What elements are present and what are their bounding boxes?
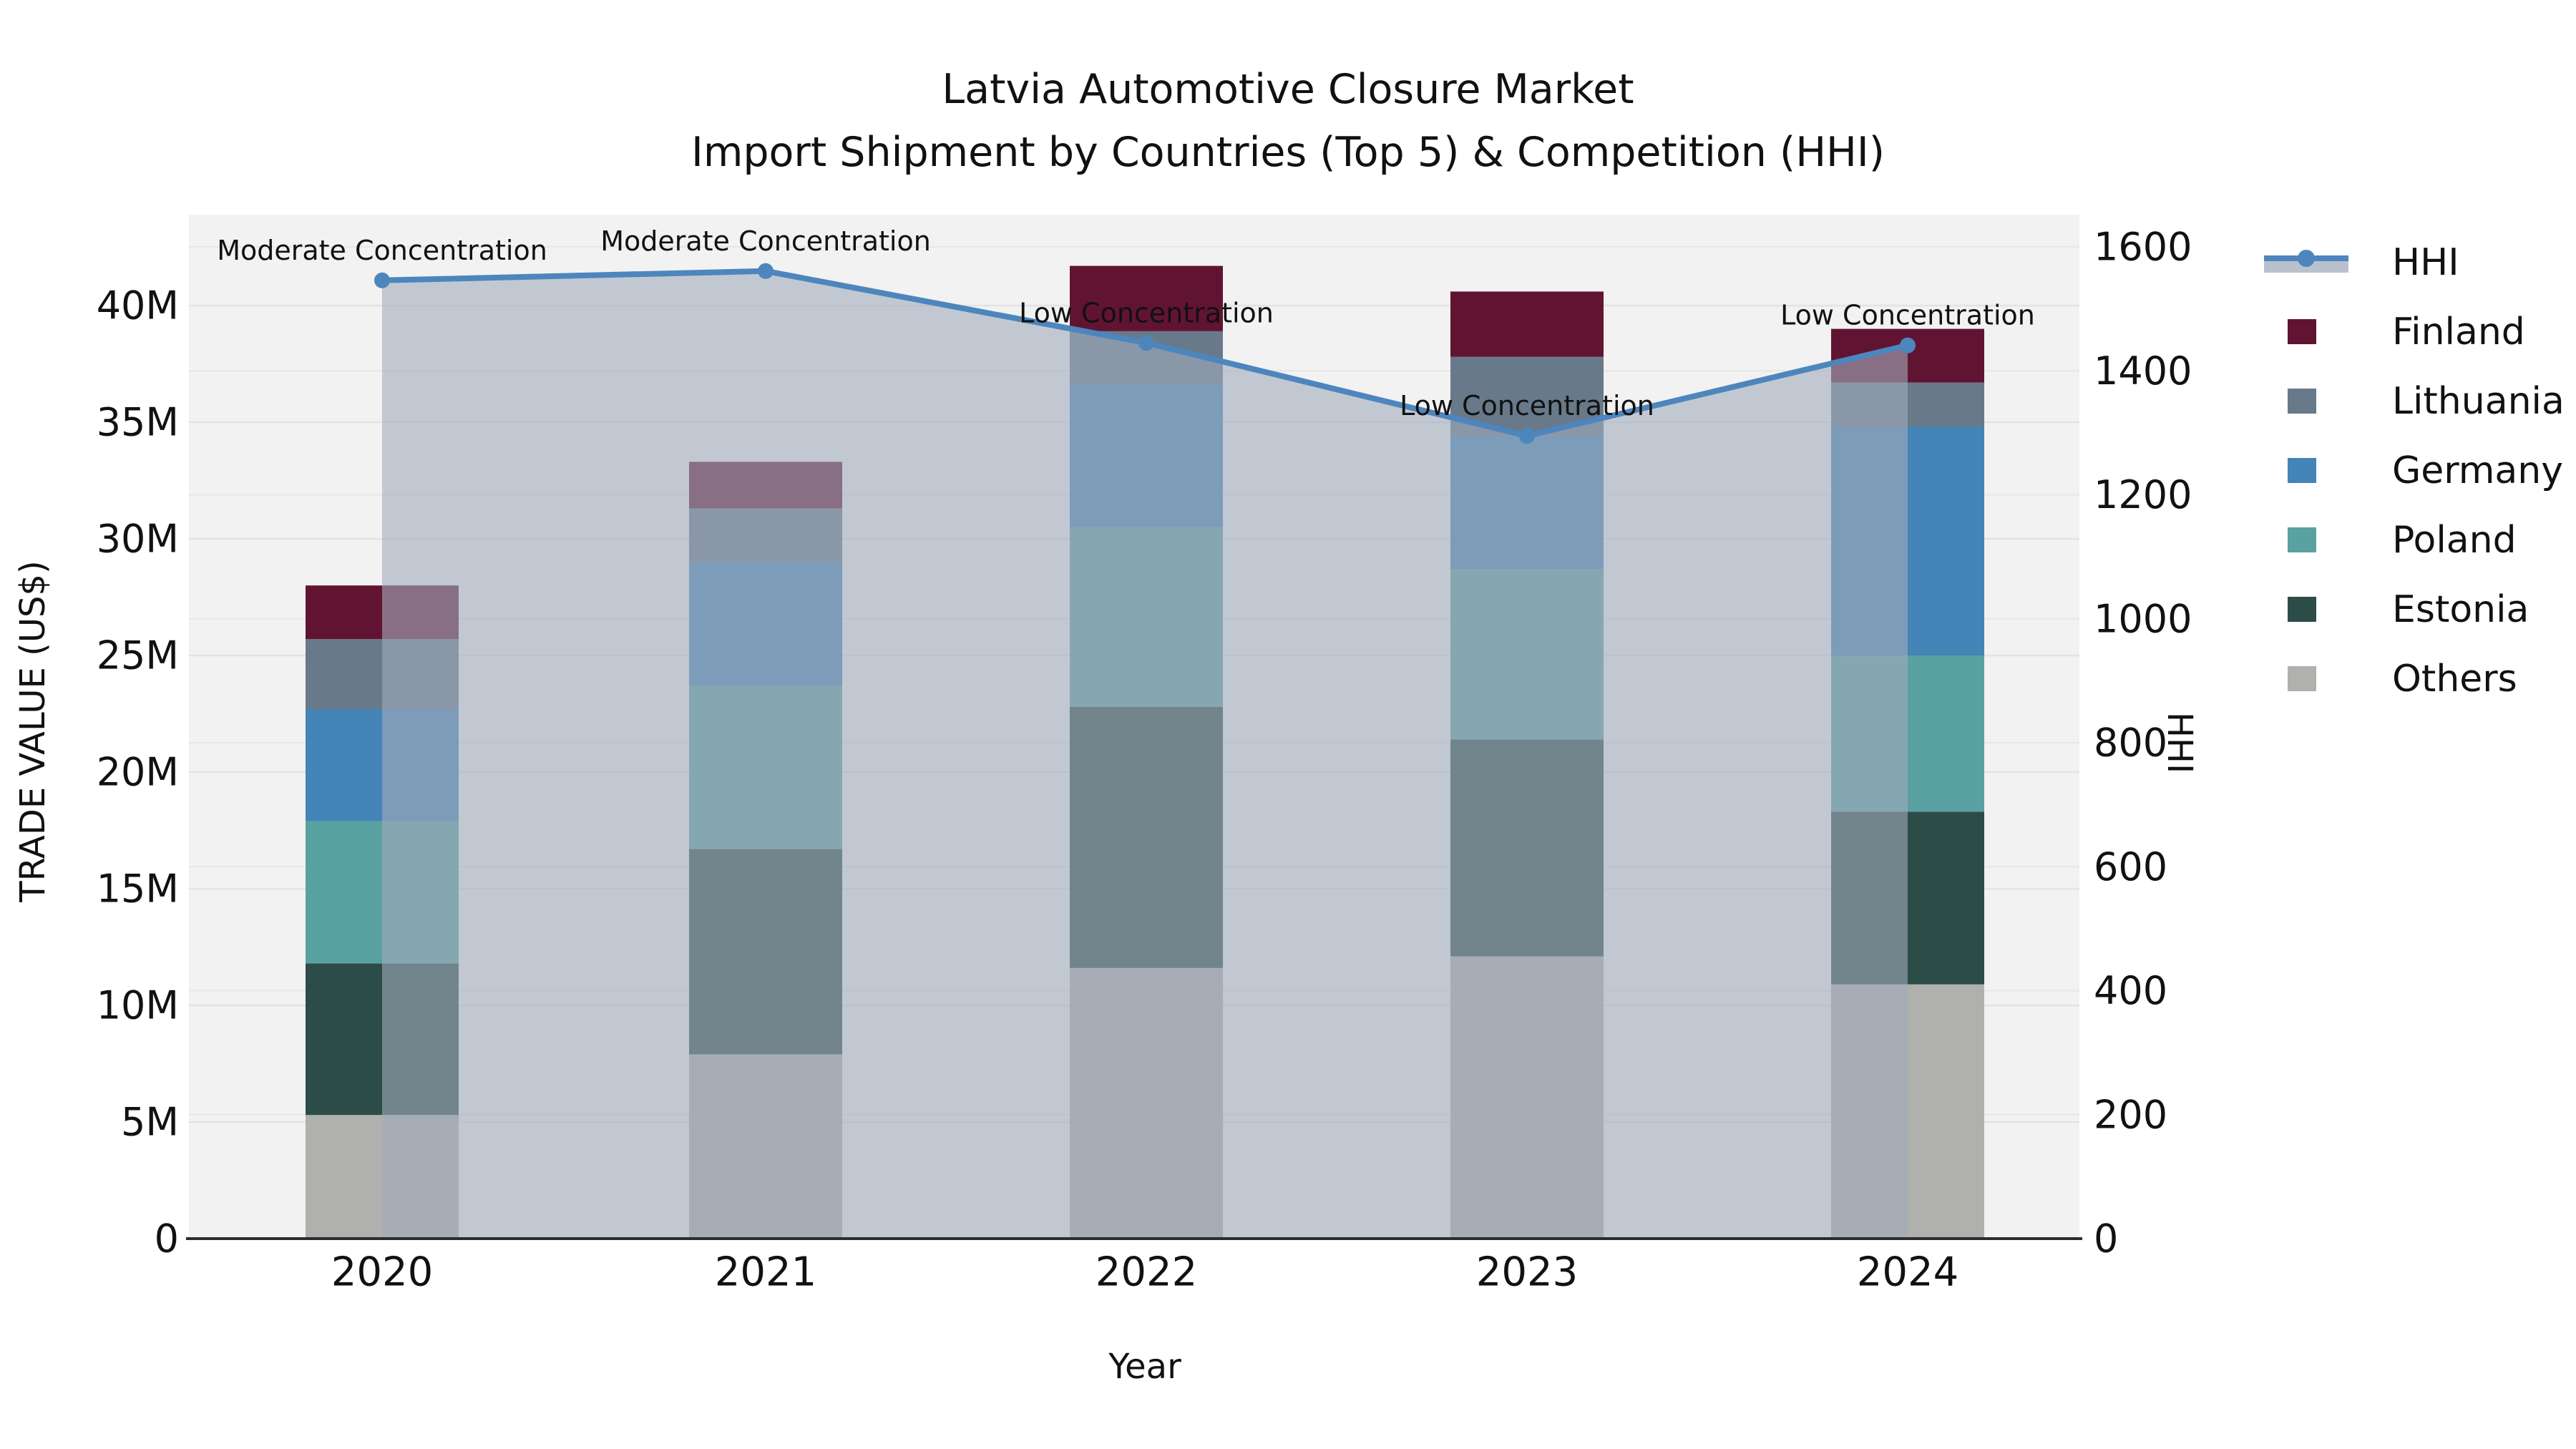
legend-item-germany: Germany <box>2261 436 2565 505</box>
y-right-tick-0: 0 <box>2094 1216 2118 1262</box>
legend-swatch-finland <box>2288 319 2316 344</box>
annotation-2023: Low Concentration <box>1400 390 1654 421</box>
annotation-2020: Moderate Concentration <box>217 235 547 266</box>
y-right-tick-7: 1400 <box>2094 348 2192 394</box>
x-axis-title: Year <box>1108 1347 1181 1387</box>
legend-handle-lithuania <box>2261 389 2354 414</box>
y-right-tick-1: 200 <box>2094 1092 2167 1137</box>
y-right-axis-title: HHI <box>2160 712 2200 774</box>
y-right-tick-2: 400 <box>2094 968 2167 1013</box>
hhi-marker-2024 <box>1900 337 1916 353</box>
legend-handle-estonia <box>2261 597 2354 622</box>
legend-handle-finland <box>2261 319 2354 344</box>
y-left-tick-1: 5M <box>121 1100 179 1145</box>
x-tick-2021: 2021 <box>715 1249 817 1296</box>
annotation-2022: Low Concentration <box>1019 297 1274 328</box>
annotation-2024: Low Concentration <box>1780 300 2035 331</box>
x-tick-2024: 2024 <box>1857 1249 1959 1296</box>
legend-label: Others <box>2392 657 2517 701</box>
legend-item-hhi: HHI <box>2261 228 2565 297</box>
hhi-area-fill <box>382 270 1908 1239</box>
legend-swatch-poland <box>2288 527 2316 552</box>
legend-label: Germany <box>2392 449 2564 492</box>
legend-swatch-estonia <box>2288 597 2316 622</box>
y-left-tick-4: 20M <box>97 750 179 795</box>
legend-swatch-lithuania <box>2288 389 2316 414</box>
hhi-marker-2021 <box>758 263 774 279</box>
annotation-2021: Moderate Concentration <box>600 225 931 257</box>
hhi-marker-2022 <box>1138 335 1154 351</box>
y-right-tick-5: 1000 <box>2094 596 2192 641</box>
x-tick-2023: 2023 <box>1476 1249 1579 1296</box>
y-right-tick-8: 1600 <box>2094 225 2192 270</box>
legend: HHI Finland Lithuania Germany Poland Estonia O… <box>2261 228 2565 713</box>
chart-title-line1: Latvia Automotive Closure Market <box>942 66 1634 113</box>
bar-2022-finland <box>1070 265 1223 331</box>
y-left-axis-title: TRADE VALUE (US$) <box>13 560 53 902</box>
y-left-tick-0: 0 <box>155 1216 179 1262</box>
chart-title-line2: Import Shipment by Countries (Top 5) & C… <box>691 129 1885 176</box>
x-tick-2020: 2020 <box>331 1249 434 1296</box>
legend-handle-germany <box>2261 458 2354 483</box>
y-left-tick-6: 30M <box>97 517 179 562</box>
legend-item-poland: Poland <box>2261 505 2565 575</box>
hhi-marker-2023 <box>1519 428 1535 444</box>
y-left-tick-7: 35M <box>97 400 179 445</box>
y-left-tick-5: 25M <box>97 633 179 678</box>
x-tick-2022: 2022 <box>1096 1249 1198 1296</box>
hhi-marker-2020 <box>374 272 390 288</box>
legend-label: Finland <box>2392 310 2525 353</box>
legend-label: Lithuania <box>2392 379 2565 423</box>
y-left-tick-8: 40M <box>97 283 179 328</box>
y-left-tick-2: 10M <box>97 983 179 1028</box>
legend-label: HHI <box>2392 240 2459 284</box>
hhi-line-sample-icon <box>2261 247 2354 278</box>
legend-item-lithuania: Lithuania <box>2261 366 2565 436</box>
y-left-tick-3: 15M <box>97 867 179 912</box>
legend-item-finland: Finland <box>2261 297 2565 366</box>
legend-handle-poland <box>2261 527 2354 552</box>
legend-handle-others <box>2261 666 2354 691</box>
y-right-tick-6: 1200 <box>2094 472 2192 517</box>
y-right-tick-3: 600 <box>2094 844 2167 889</box>
legend-swatch-germany <box>2288 458 2316 483</box>
legend-item-others: Others <box>2261 644 2565 713</box>
legend-label: Estonia <box>2392 587 2529 631</box>
legend-swatch-others <box>2288 666 2316 691</box>
legend-item-estonia: Estonia <box>2261 575 2565 644</box>
y-right-tick-4: 800 <box>2094 721 2167 766</box>
bar-2023-finland <box>1450 291 1604 357</box>
legend-label: Poland <box>2392 518 2517 562</box>
